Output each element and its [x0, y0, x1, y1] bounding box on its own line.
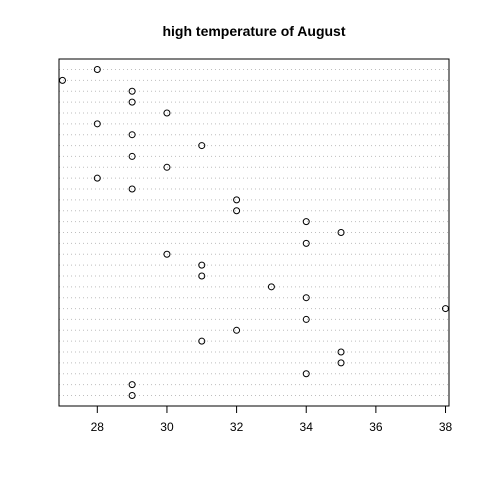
- data-point: [129, 132, 135, 138]
- x-tick-label: 30: [160, 420, 174, 434]
- data-point: [164, 251, 170, 257]
- data-point: [129, 99, 135, 105]
- chart-title: high temperature of August: [162, 23, 345, 39]
- data-point: [303, 219, 309, 225]
- data-point: [164, 110, 170, 116]
- x-tick-label: 36: [369, 420, 383, 434]
- data-point: [59, 77, 65, 83]
- plot-frame: [59, 59, 449, 406]
- data-point: [164, 164, 170, 170]
- data-point: [234, 327, 240, 333]
- data-point: [129, 88, 135, 94]
- data-point: [303, 240, 309, 246]
- x-tick-label: 34: [300, 420, 314, 434]
- data-point: [234, 208, 240, 214]
- x-tick-label: 32: [230, 420, 244, 434]
- data-point: [303, 371, 309, 377]
- x-tick-label: 38: [439, 420, 453, 434]
- data-point: [129, 382, 135, 388]
- data-points: [59, 67, 448, 399]
- data-point: [129, 393, 135, 399]
- data-point: [234, 197, 240, 203]
- x-axis: 28 30 32 34 36 38: [91, 406, 453, 434]
- data-point: [303, 295, 309, 301]
- data-point: [129, 153, 135, 159]
- x-tick-label: 28: [91, 420, 105, 434]
- data-point: [303, 316, 309, 322]
- grid-lines: [59, 70, 449, 396]
- data-point: [129, 186, 135, 192]
